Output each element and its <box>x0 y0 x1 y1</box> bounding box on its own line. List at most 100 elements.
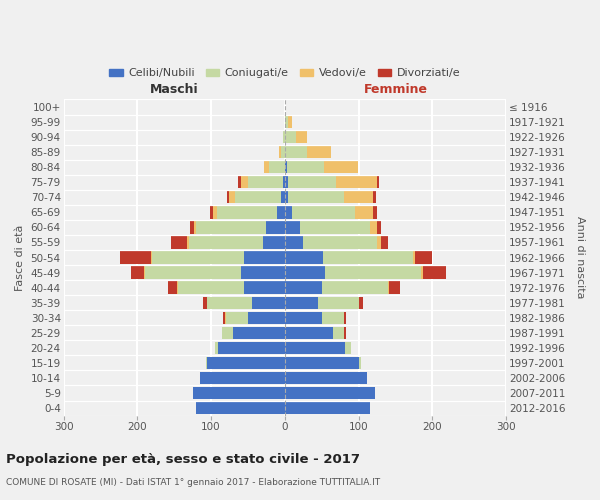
Bar <box>248 176 283 188</box>
Bar <box>373 191 376 203</box>
Bar <box>388 282 389 294</box>
Bar <box>233 326 285 339</box>
Bar <box>263 236 285 248</box>
Bar <box>145 266 241 278</box>
Bar <box>413 252 415 264</box>
Bar <box>190 222 194 234</box>
Bar <box>299 222 370 234</box>
Y-axis label: Fasce di età: Fasce di età <box>15 224 25 290</box>
Text: Popolazione per età, sesso e stato civile - 2017: Popolazione per età, sesso e stato civil… <box>6 452 360 466</box>
Bar <box>281 146 285 158</box>
Bar <box>285 356 359 369</box>
Bar <box>289 176 337 188</box>
Bar <box>359 356 361 369</box>
Text: COMUNE DI ROSATE (MI) - Dati ISTAT 1° gennaio 2017 - Elaborazione TUTTITALIA.IT: COMUNE DI ROSATE (MI) - Dati ISTAT 1° ge… <box>6 478 380 487</box>
Bar <box>285 372 367 384</box>
Bar <box>200 372 285 384</box>
Bar <box>283 176 285 188</box>
Bar <box>285 296 318 309</box>
Bar <box>241 176 248 188</box>
Bar <box>289 116 292 128</box>
Text: Maschi: Maschi <box>150 84 199 96</box>
Bar <box>377 236 380 248</box>
Bar <box>303 236 377 248</box>
Bar <box>277 206 285 218</box>
Bar <box>144 266 145 278</box>
Bar <box>380 236 388 248</box>
Bar <box>423 266 446 278</box>
Bar <box>285 176 289 188</box>
Bar <box>223 312 225 324</box>
Bar <box>213 206 217 218</box>
Bar <box>203 296 206 309</box>
Bar <box>324 161 358 173</box>
Bar <box>168 282 177 294</box>
Bar <box>323 252 413 264</box>
Bar <box>187 236 189 248</box>
Bar <box>208 296 251 309</box>
Bar <box>377 222 380 234</box>
Bar <box>178 282 244 294</box>
Bar <box>285 312 322 324</box>
Bar <box>217 206 277 218</box>
Bar <box>196 222 266 234</box>
Bar <box>285 402 370 414</box>
Bar <box>285 222 299 234</box>
Bar <box>266 222 285 234</box>
Bar <box>225 312 226 324</box>
Bar <box>345 342 351 354</box>
Bar <box>344 312 346 324</box>
Bar <box>244 282 285 294</box>
Bar <box>415 252 431 264</box>
Bar <box>251 296 285 309</box>
Bar <box>229 191 235 203</box>
Bar <box>421 266 423 278</box>
Bar <box>189 236 263 248</box>
Bar <box>226 312 248 324</box>
Bar <box>121 252 151 264</box>
Bar <box>152 252 244 264</box>
Bar <box>281 191 285 203</box>
Bar <box>241 266 285 278</box>
Bar <box>296 131 307 143</box>
Bar <box>194 222 196 234</box>
Text: Femmine: Femmine <box>364 84 427 96</box>
Bar <box>283 131 285 143</box>
Bar <box>355 206 373 218</box>
Bar <box>206 296 208 309</box>
Bar <box>218 342 285 354</box>
Bar <box>322 282 388 294</box>
Bar <box>235 191 281 203</box>
Bar <box>209 206 213 218</box>
Bar <box>359 296 363 309</box>
Legend: Celibi/Nubili, Coniugati/e, Vedovi/e, Divorziati/e: Celibi/Nubili, Coniugati/e, Vedovi/e, Di… <box>105 64 465 83</box>
Bar <box>377 176 379 188</box>
Bar <box>287 161 324 173</box>
Bar <box>289 191 344 203</box>
Bar <box>285 326 333 339</box>
Bar <box>373 206 377 218</box>
Bar <box>279 146 281 158</box>
Bar <box>285 266 325 278</box>
Bar <box>344 191 373 203</box>
Bar <box>285 342 345 354</box>
Bar <box>264 161 269 173</box>
Bar <box>244 252 285 264</box>
Bar <box>285 161 287 173</box>
Bar <box>285 252 323 264</box>
Bar <box>215 342 218 354</box>
Bar <box>285 282 322 294</box>
Bar <box>177 282 178 294</box>
Bar <box>227 191 229 203</box>
Bar <box>196 402 285 414</box>
Bar <box>171 236 187 248</box>
Bar <box>292 206 355 218</box>
Bar <box>285 387 375 399</box>
Bar <box>222 326 233 339</box>
Bar <box>151 252 152 264</box>
Bar <box>322 312 344 324</box>
Bar <box>238 176 241 188</box>
Bar <box>285 146 307 158</box>
Bar <box>337 176 377 188</box>
Bar <box>285 191 289 203</box>
